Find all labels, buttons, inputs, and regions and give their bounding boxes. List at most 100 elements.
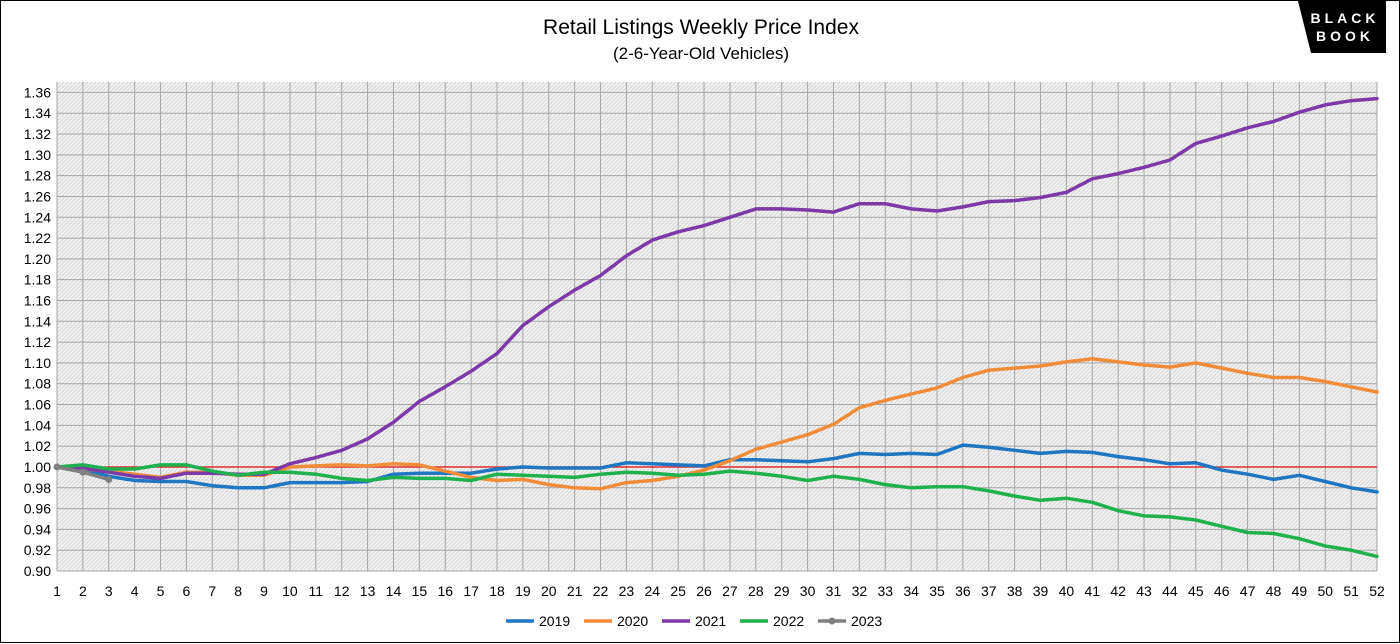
- series-point-2023: [53, 463, 61, 471]
- x-tick-label: 13: [360, 583, 376, 599]
- x-tick-label: 18: [489, 583, 505, 599]
- x-tick-label: 11: [309, 583, 324, 599]
- x-tick-label: 36: [955, 583, 971, 599]
- logo-line-1: BLACK: [1311, 10, 1380, 26]
- grid-lines: [56, 82, 1378, 572]
- x-tick-label: 29: [774, 583, 790, 599]
- x-tick-label: 39: [1033, 583, 1049, 599]
- x-tick-label: 23: [619, 583, 635, 599]
- y-tick-label: 0.96: [24, 501, 51, 517]
- x-tick-label: 26: [696, 583, 712, 599]
- y-tick-label: 1.08: [24, 376, 51, 392]
- y-tick-label: 1.24: [24, 209, 51, 225]
- x-tick-label: 51: [1343, 583, 1359, 599]
- series-line-2019: [55, 443, 1379, 494]
- legend-label-2022: 2022: [773, 613, 804, 629]
- y-tick-label: 0.94: [24, 521, 51, 537]
- x-tick-label: 43: [1136, 583, 1152, 599]
- x-tick-label: 4: [131, 583, 139, 599]
- y-tick-label: 1.26: [24, 188, 51, 204]
- x-tick-label: 42: [1110, 583, 1126, 599]
- x-tick-label: 9: [260, 583, 268, 599]
- x-tick-label: 17: [463, 583, 479, 599]
- x-tick-label: 1: [53, 583, 61, 599]
- y-tick-label: 1.36: [24, 84, 51, 100]
- x-tick-label: 45: [1188, 583, 1204, 599]
- series-line-2022: [55, 463, 1379, 559]
- x-axis-ticks: 1 2 3 4 5 6 7 8 9 10 11 12 13 14 15 16 17 18 19 20 21 22 23 24 2…: [53, 583, 1385, 599]
- x-tick-label: 40: [1059, 583, 1075, 599]
- x-tick-label: 32: [852, 583, 868, 599]
- legend-label-2019: 2019: [539, 613, 570, 629]
- x-tick-label: 21: [567, 583, 583, 599]
- series-point-2023: [79, 468, 87, 476]
- y-tick-label: 1.28: [24, 168, 51, 184]
- y-tick-label: 0.90: [24, 563, 51, 579]
- legend-label-2023: 2023: [851, 613, 882, 629]
- x-tick-label: 16: [437, 583, 453, 599]
- y-tick-label: 1.00: [24, 459, 51, 475]
- y-tick-label: 1.06: [24, 397, 51, 413]
- legend-marker-2023: [828, 617, 836, 625]
- x-tick-label: 20: [541, 583, 557, 599]
- legend-label-2020: 2020: [617, 613, 648, 629]
- y-tick-label: 1.22: [24, 230, 51, 246]
- y-tick-label: 0.98: [24, 480, 51, 496]
- x-tick-label: 47: [1240, 583, 1256, 599]
- series-lines: [53, 96, 1379, 559]
- y-tick-label: 0.92: [24, 542, 51, 558]
- y-axis-ticks: 0.90 0.92 0.94 0.96 0.98 1.00 1.02 1.04 1.06 1.08…: [24, 84, 51, 579]
- y-tick-label: 1.02: [24, 438, 51, 454]
- legend-label-2021: 2021: [695, 613, 726, 629]
- series-line-2021: [55, 96, 1379, 481]
- x-tick-label: 5: [157, 583, 165, 599]
- y-tick-label: 1.18: [24, 272, 51, 288]
- x-tick-label: 24: [645, 583, 661, 599]
- logo-line-2: BOOK: [1316, 28, 1374, 44]
- legend: 2019 2020 2021 2022 2023: [506, 613, 882, 629]
- x-tick-label: 35: [929, 583, 945, 599]
- x-tick-label: 41: [1085, 583, 1101, 599]
- x-tick-label: 38: [1007, 583, 1023, 599]
- series-point-2023: [105, 475, 113, 483]
- y-tick-label: 1.04: [24, 417, 51, 433]
- x-tick-label: 15: [412, 583, 428, 599]
- x-tick-label: 37: [981, 583, 997, 599]
- logo: BLACK BOOK: [1298, 1, 1386, 53]
- y-tick-label: 1.30: [24, 147, 51, 163]
- x-tick-label: 2: [79, 583, 87, 599]
- x-tick-label: 33: [877, 583, 893, 599]
- x-tick-label: 12: [334, 583, 350, 599]
- x-tick-label: 10: [282, 583, 298, 599]
- x-tick-label: 31: [826, 583, 842, 599]
- x-tick-label: 25: [670, 583, 686, 599]
- y-tick-label: 1.12: [24, 334, 51, 350]
- x-tick-label: 8: [234, 583, 242, 599]
- x-tick-label: 48: [1266, 583, 1282, 599]
- x-tick-label: 46: [1214, 583, 1230, 599]
- x-tick-label: 27: [722, 583, 738, 599]
- y-tick-label: 1.20: [24, 251, 51, 267]
- y-tick-label: 1.32: [24, 126, 51, 142]
- x-tick-label: 50: [1317, 583, 1333, 599]
- x-tick-label: 3: [105, 583, 113, 599]
- y-tick-label: 1.10: [24, 355, 51, 371]
- chart-title: Retail Listings Weekly Price Index: [543, 16, 859, 39]
- chart-subtitle: (2-6-Year-Old Vehicles): [613, 44, 789, 63]
- x-tick-label: 22: [593, 583, 609, 599]
- y-tick-label: 1.16: [24, 292, 51, 308]
- x-tick-label: 19: [515, 583, 531, 599]
- x-tick-label: 6: [183, 583, 191, 599]
- x-tick-label: 7: [208, 583, 216, 599]
- x-tick-label: 30: [800, 583, 816, 599]
- x-tick-label: 44: [1162, 583, 1178, 599]
- y-tick-label: 1.34: [24, 105, 51, 121]
- x-tick-label: 34: [903, 583, 919, 599]
- x-tick-label: 28: [748, 583, 764, 599]
- x-tick-label: 49: [1292, 583, 1308, 599]
- x-tick-label: 52: [1369, 583, 1385, 599]
- y-tick-label: 1.14: [24, 313, 51, 329]
- x-tick-label: 14: [386, 583, 402, 599]
